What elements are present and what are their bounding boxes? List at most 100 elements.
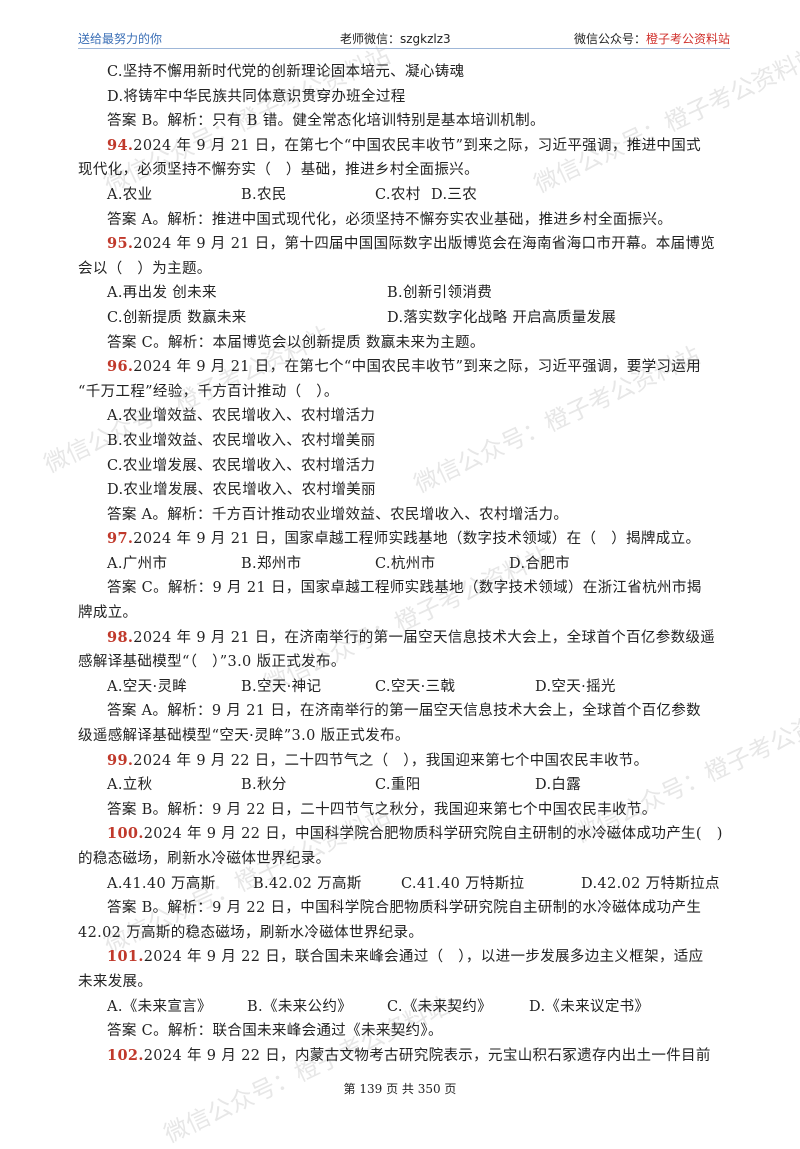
option-item: A.农业 xyxy=(107,186,153,203)
line-text: C.坚持不懈用新时代党的创新理论固本培元、凝心铸魂 xyxy=(107,64,465,80)
line-text: 答案 C。解析：本届博览会以创新提质 数赢未来为主题。 xyxy=(107,334,485,351)
option-item: B.秋分 xyxy=(241,777,287,794)
text-line: 感解译基础模型“（ ）”3.0 版正式发布。 xyxy=(78,650,730,675)
text-line: C.坚持不懈用新时代党的创新理论固本培元、凝心铸魂 xyxy=(78,60,730,85)
text-line: 42.02 万高斯的稳态磁场，刷新水冷磁体世界纪录。 xyxy=(78,921,730,946)
question-number: 102. xyxy=(107,1046,144,1064)
text-line: 答案 B。解析：只有 B 错。健全常态化培训特别是基本培训机制。 xyxy=(78,109,730,134)
line-text: 2024 年 9 月 22 日，联合国未来峰会通过（ ），以进一步发展多边主义框… xyxy=(143,949,704,966)
line-text: 会以（ ）为主题。 xyxy=(78,260,212,277)
question-line: 96.2024 年 9 月 21 日，在第七个“中国农民丰收节”到来之际，习近平… xyxy=(78,355,730,380)
text-line: D.农业增发展、农民增收入、农村增美丽 xyxy=(78,478,730,503)
option-item: B.创新引领消费 xyxy=(387,285,493,302)
text-line: 现代化，必须坚持不懈夯实（ ）基础，推进乡村全面振兴。 xyxy=(78,158,730,183)
question-number: 99. xyxy=(107,751,134,769)
options-row: A.广州市 B.郑州市 C.杭州市 D.合肥市 xyxy=(78,552,730,577)
line-text: 答案 B。解析：9 月 22 日，中国科学院合肥物质科学研究院自主研制的水冷磁体… xyxy=(107,900,702,917)
text-line: 级遥感解译基础模型“空天·灵眸”3.0 版正式发布。 xyxy=(78,724,730,749)
text-line: 牌成立。 xyxy=(78,601,730,626)
line-text: “千万工程”经验，千方百计推动（ ）。 xyxy=(78,383,339,400)
text-line: 答案 C。解析：联合国未来峰会通过《未来契约》。 xyxy=(78,1019,730,1044)
option-item: A.立秋 xyxy=(107,777,153,794)
text-line: 答案 A。解析：千方百计推动农业增效益、农民增收入、农村增活力。 xyxy=(78,503,730,528)
text-line: 未来发展。 xyxy=(78,970,730,995)
line-text: 答案 A。解析：9 月 21 日，在济南举行的第一届空天信息技术大会上，全球首个… xyxy=(107,703,701,720)
question-line: 95.2024 年 9 月 21 日，第十四届中国国际数字出版博览会在海南省海口… xyxy=(78,232,730,257)
text-line: D.将铸牢中华民族共同体意识贯穿办班全过程 xyxy=(78,85,730,110)
line-text: C.农业增发展、农民增收入、农村增活力 xyxy=(107,457,376,474)
option-item: C.创新提质 数赢未来 xyxy=(107,309,247,326)
option-item: A.广州市 xyxy=(107,555,168,572)
header-divider xyxy=(78,48,730,49)
options-row: A.《未来宣言》 B.《未来公约》 C.《未来契约》 D.《未来议定书》 xyxy=(78,995,730,1020)
options-row: A.再出发 创未来 B.创新引领消费 xyxy=(78,281,730,306)
line-text: 答案 C。解析：9 月 21 日，国家卓越工程师实践基地（数字技术领域）在浙江省… xyxy=(107,580,702,597)
option-item: B.农民 xyxy=(241,186,287,203)
question-number: 94. xyxy=(107,136,134,154)
line-text: 现代化，必须坚持不懈夯实（ ）基础，推进乡村全面振兴。 xyxy=(78,162,479,179)
options-row: A.41.40 万高斯 B.42.02 万高斯 C.41.40 万特斯拉 D.42.0… xyxy=(78,872,730,897)
option-item: B.空天·神记 xyxy=(241,678,322,695)
line-text: 2024 年 9 月 21 日，在第七个“中国农民丰收节”到来之际，习近平强调，… xyxy=(133,137,701,154)
option-item: C.空天·三戟 xyxy=(375,678,456,695)
text-line: 会以（ ）为主题。 xyxy=(78,257,730,282)
text-line: 答案 B。解析：9 月 22 日，中国科学院合肥物质科学研究院自主研制的水冷磁体… xyxy=(78,896,730,921)
option-item: A.41.40 万高斯 xyxy=(107,875,216,892)
line-text: 2024 年 9 月 21 日，在第七个“中国农民丰收节”到来之际，习近平强调，… xyxy=(133,359,701,376)
text-line: A.农业增效益、农民增收入、农村增活力 xyxy=(78,404,730,429)
question-line: 94.2024 年 9 月 21 日，在第七个“中国农民丰收节”到来之际，习近平… xyxy=(78,134,730,159)
options-row: A.农业 B.农民 C.农村 D.三农 xyxy=(78,183,730,208)
line-text: 答案 B。解析：只有 B 错。健全常态化培训特别是基本培训机制。 xyxy=(107,113,545,130)
option-item: D.42.02 万特斯拉点 xyxy=(581,875,720,892)
text-line: 答案 A。解析：9 月 21 日，在济南举行的第一届空天信息技术大会上，全球首个… xyxy=(78,699,730,724)
line-text: 牌成立。 xyxy=(78,605,138,622)
option-item: C.41.40 万特斯拉 xyxy=(401,875,525,892)
line-text: A.农业增效益、农民增收入、农村增活力 xyxy=(107,408,376,425)
option-item: D.落实数字化战略 开启高质量发展 xyxy=(387,309,617,326)
header-account-name: 橙子考公资料站 xyxy=(645,32,730,46)
text-line: 答案 B。解析：9 月 22 日，二十四节气之秋分，我国迎来第七个中国农民丰收节… xyxy=(78,798,730,823)
header-official-account: 微信公众号：橙子考公资料站 xyxy=(574,30,730,47)
document-body: C.坚持不懈用新时代党的创新理论固本培元、凝心铸魂 D.将铸牢中华民族共同体意识贯… xyxy=(78,60,730,1068)
question-number: 96. xyxy=(107,358,134,376)
line-text: 2024 年 9 月 22 日，二十四节气之（ ），我国迎来第七个中国农民丰收节… xyxy=(133,752,649,769)
question-number: 101. xyxy=(107,948,144,966)
option-item: D.白露 xyxy=(535,777,582,794)
options-row: C.创新提质 数赢未来 D.落实数字化战略 开启高质量发展 xyxy=(78,306,730,331)
option-item: B.郑州市 xyxy=(241,555,302,572)
question-line: 99.2024 年 9 月 22 日，二十四节气之（ ），我国迎来第七个中国农民… xyxy=(78,749,730,774)
line-text: 的稳态磁场，刷新水冷磁体世界纪录。 xyxy=(78,851,331,867)
line-text: 答案 C。解析：联合国未来峰会通过《未来契约》。 xyxy=(107,1023,443,1040)
text-line: 答案 A。解析：推进中国式现代化，必须坚持不懈夯实农业基础，推进乡村全面振兴。 xyxy=(78,208,730,233)
line-text: 2024 年 9 月 22 日，内蒙古文物考古研究院表示，元宝山积石冢遗存内出土… xyxy=(143,1047,711,1064)
text-line: 的稳态磁场，刷新水冷磁体世界纪录。 xyxy=(78,847,730,872)
options-row: A.空天·灵眸 B.空天·神记 C.空天·三戟 D.空天·摇光 xyxy=(78,675,730,700)
question-line: 98.2024 年 9 月 21 日，在济南举行的第一届空天信息技术大会上，全球… xyxy=(78,626,730,651)
line-text: 2024 年 9 月 21 日，国家卓越工程师实践基地（数字技术领域）在（ ）揭… xyxy=(133,531,701,548)
line-text: 2024 年 9 月 21 日，第十四届中国国际数字出版博览会在海南省海口市开幕… xyxy=(133,236,716,253)
line-text: 感解译基础模型“（ ）”3.0 版正式发布。 xyxy=(78,654,346,671)
line-text: 答案 A。解析：千方百计推动农业增效益、农民增收入、农村增活力。 xyxy=(107,506,569,523)
question-number: 100. xyxy=(107,825,144,843)
line-text: 未来发展。 xyxy=(78,973,153,990)
question-number: 97. xyxy=(107,530,134,548)
option-item: A.再出发 创未来 xyxy=(107,285,217,302)
option-item: D.三农 xyxy=(431,186,478,203)
option-item: C.《未来契约》 xyxy=(387,998,492,1015)
line-text: D.农业增发展、农民增收入、农村增美丽 xyxy=(107,482,376,499)
line-text: 级遥感解译基础模型“空天·灵眸”3.0 版正式发布。 xyxy=(78,728,410,745)
line-text: 答案 B。解析：9 月 22 日，二十四节气之秋分，我国迎来第七个中国农民丰收节… xyxy=(107,801,657,818)
option-item: C.农村 xyxy=(375,186,421,203)
question-number: 98. xyxy=(107,628,134,646)
option-item: D.空天·摇光 xyxy=(535,678,616,695)
question-line: 102.2024 年 9 月 22 日，内蒙古文物考古研究院表示，元宝山积石冢遗… xyxy=(78,1044,730,1069)
text-line: 答案 C。解析：9 月 21 日，国家卓越工程师实践基地（数字技术领域）在浙江省… xyxy=(78,576,730,601)
option-item: A.空天·灵眸 xyxy=(107,678,188,695)
option-item: D.合肥市 xyxy=(509,555,570,572)
line-text: 42.02 万高斯的稳态磁场，刷新水冷磁体世界纪录。 xyxy=(78,924,424,941)
question-line: 97.2024 年 9 月 21 日，国家卓越工程师实践基地（数字技术领域）在（… xyxy=(78,527,730,552)
line-text: B.农业增效益、农民增收入、农村增美丽 xyxy=(107,432,376,449)
text-line: “千万工程”经验，千方百计推动（ ）。 xyxy=(78,380,730,405)
option-item: C.重阳 xyxy=(375,777,421,794)
header-slogan: 送给最努力的你 xyxy=(78,32,163,46)
